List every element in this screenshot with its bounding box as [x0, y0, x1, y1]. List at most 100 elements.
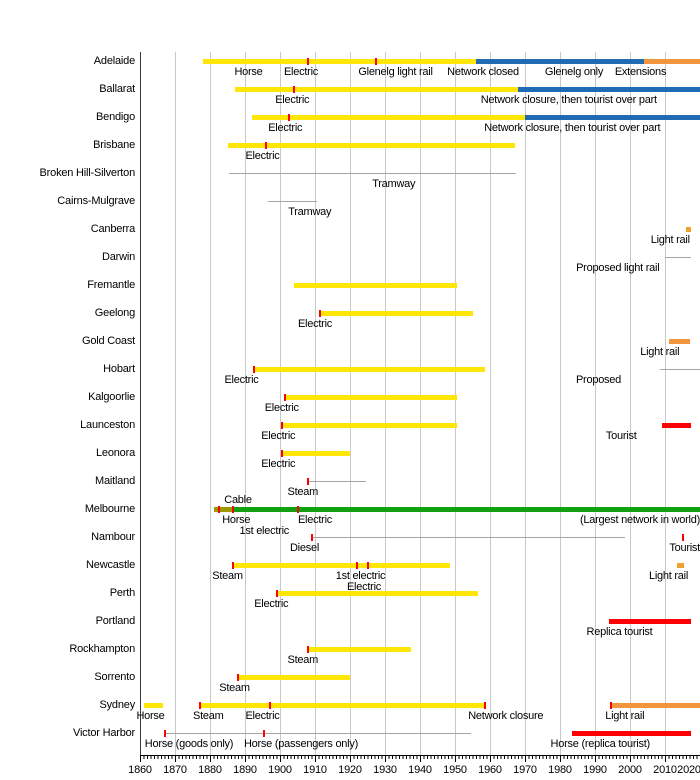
bar-annotation: Steam	[219, 682, 250, 694]
row-label: Sorrento	[94, 671, 135, 683]
x-axis-major-tick	[175, 756, 176, 762]
bar-annotation: Electric	[254, 598, 289, 610]
row-label: Geelong	[94, 307, 135, 319]
bar-segment	[311, 537, 625, 538]
row-label: Adelaide	[93, 55, 135, 67]
event-marker	[375, 58, 378, 65]
event-marker	[198, 702, 201, 709]
bar-annotation: Tourist	[605, 430, 637, 442]
event-marker	[609, 702, 612, 709]
bar-annotation: Light rail	[648, 570, 689, 582]
bar-annotation: Light rail	[650, 234, 690, 246]
bar-segment	[665, 257, 692, 258]
bar-annotation: Network closed	[447, 66, 519, 78]
bar-annotation: Horse	[234, 66, 263, 78]
bar-annotation: Network closure, then tourist over part	[484, 122, 661, 134]
row-label: Sydney	[99, 699, 136, 711]
bar-annotation: Horse	[222, 514, 251, 526]
event-marker	[263, 730, 266, 737]
x-axis-major-tick	[595, 756, 596, 762]
bar-segment	[677, 563, 685, 568]
bar-annotation: Diesel	[289, 542, 320, 554]
event-marker	[366, 562, 369, 569]
bar-segment	[668, 339, 690, 344]
x-axis-tick-label: 1970	[513, 764, 537, 776]
x-axis-tick-label: 1990	[583, 764, 607, 776]
bar-annotation: (Largest network in world)	[579, 514, 700, 526]
bar-segment	[320, 311, 473, 316]
bar-segment	[644, 59, 700, 64]
bar-segment	[267, 201, 317, 202]
bar-segment	[281, 423, 457, 428]
x-axis-tick-label: 1910	[303, 764, 327, 776]
bar-segment	[276, 591, 478, 596]
gridline	[595, 52, 596, 755]
row-label: Victor Harbor	[73, 727, 135, 739]
row-label: Maitland	[95, 475, 135, 487]
event-marker	[287, 114, 290, 121]
gridline	[665, 52, 666, 755]
bar-annotation: Electric	[224, 374, 259, 386]
bar-annotation: Light rail	[605, 710, 645, 722]
bar-annotation: Steam	[192, 710, 224, 722]
bar-segment	[661, 423, 692, 428]
x-axis-tick-label: 2020	[677, 764, 700, 776]
bar-segment	[308, 481, 366, 482]
x-axis-tick-label: 1900	[268, 764, 292, 776]
bar-segment	[232, 507, 700, 512]
bar-annotation: Steam	[287, 486, 319, 498]
row-label: Ballarat	[99, 83, 135, 95]
bar-annotation: Electric	[264, 402, 299, 414]
bar-segment	[229, 173, 517, 174]
event-marker	[268, 702, 271, 709]
row-label: Rockhampton	[69, 643, 135, 655]
bar-segment	[199, 703, 485, 708]
event-marker	[307, 646, 309, 653]
x-axis-major-tick	[210, 756, 211, 762]
bar-segment	[227, 143, 515, 148]
gridline	[315, 52, 316, 755]
x-axis-tick-label: 1980	[548, 764, 572, 776]
bar-segment	[253, 367, 485, 372]
event-marker	[356, 562, 358, 569]
bar-segment	[294, 283, 457, 288]
event-marker	[231, 562, 234, 569]
bar-annotation: 1st electric	[335, 570, 386, 582]
bar-annotation: Electric	[245, 150, 280, 162]
gridline	[560, 52, 561, 755]
bar-annotation: Electric	[346, 581, 382, 593]
x-axis-major-tick	[665, 756, 666, 762]
x-axis-tick-label: 1860	[128, 764, 152, 776]
event-marker	[163, 730, 166, 737]
row-label: Broken Hill-Silverton	[39, 167, 136, 179]
bar-segment	[610, 703, 700, 708]
x-axis-line	[140, 755, 700, 756]
row-label: Hobart	[103, 363, 135, 375]
x-axis-major-tick	[385, 756, 386, 762]
x-axis-tick-label: 1940	[408, 764, 432, 776]
x-axis-major-tick	[350, 756, 351, 762]
bar-annotation: Steam	[212, 570, 243, 582]
row-label: Newcastle	[86, 559, 135, 571]
bar-segment	[238, 675, 350, 680]
x-axis-tick-label: 1950	[443, 764, 467, 776]
event-marker	[231, 506, 234, 513]
row-label: Gold Coast	[81, 335, 135, 347]
bar-annotation: Electric	[261, 430, 296, 442]
event-marker	[293, 86, 295, 93]
row-label: Kalgoorlie	[88, 391, 135, 403]
x-axis-tick-label: 2000	[618, 764, 642, 776]
event-marker	[296, 506, 299, 513]
event-marker	[237, 674, 239, 681]
row-label: Fremantle	[87, 279, 135, 291]
bar-annotation: Tourist	[669, 542, 700, 554]
row-label: Cairns-Mulgrave	[57, 195, 135, 207]
bar-segment	[252, 115, 525, 120]
bar-segment	[476, 59, 644, 64]
event-marker	[280, 450, 283, 457]
x-axis-major-tick	[315, 756, 316, 762]
event-marker	[681, 534, 684, 541]
bar-segment	[281, 451, 350, 456]
bar-annotation: Horse (goods only)	[144, 738, 234, 750]
row-label: Darwin	[101, 251, 135, 263]
